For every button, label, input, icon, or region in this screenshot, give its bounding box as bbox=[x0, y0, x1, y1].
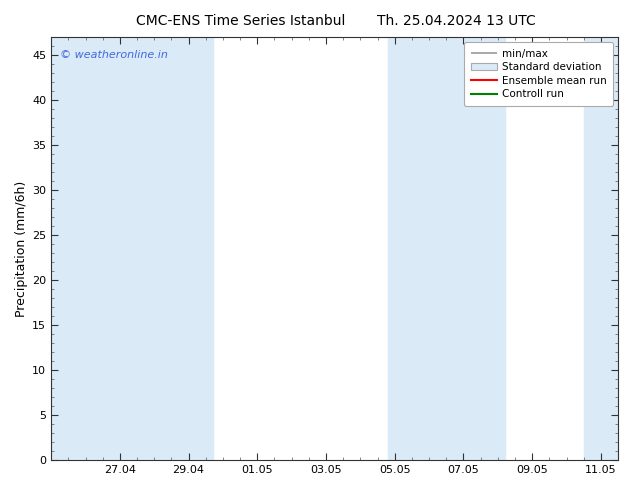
Bar bbox=[51, 37, 154, 460]
Bar bbox=[584, 37, 618, 460]
Legend: min/max, Standard deviation, Ensemble mean run, Controll run: min/max, Standard deviation, Ensemble me… bbox=[464, 42, 613, 106]
Bar bbox=[154, 37, 212, 460]
Text: Th. 25.04.2024 13 UTC: Th. 25.04.2024 13 UTC bbox=[377, 14, 536, 28]
Bar bbox=[388, 37, 456, 460]
Y-axis label: Precipitation (mm/6h): Precipitation (mm/6h) bbox=[15, 180, 28, 317]
Text: © weatheronline.in: © weatheronline.in bbox=[60, 50, 167, 60]
Text: CMC-ENS Time Series Istanbul: CMC-ENS Time Series Istanbul bbox=[136, 14, 346, 28]
Bar bbox=[456, 37, 505, 460]
